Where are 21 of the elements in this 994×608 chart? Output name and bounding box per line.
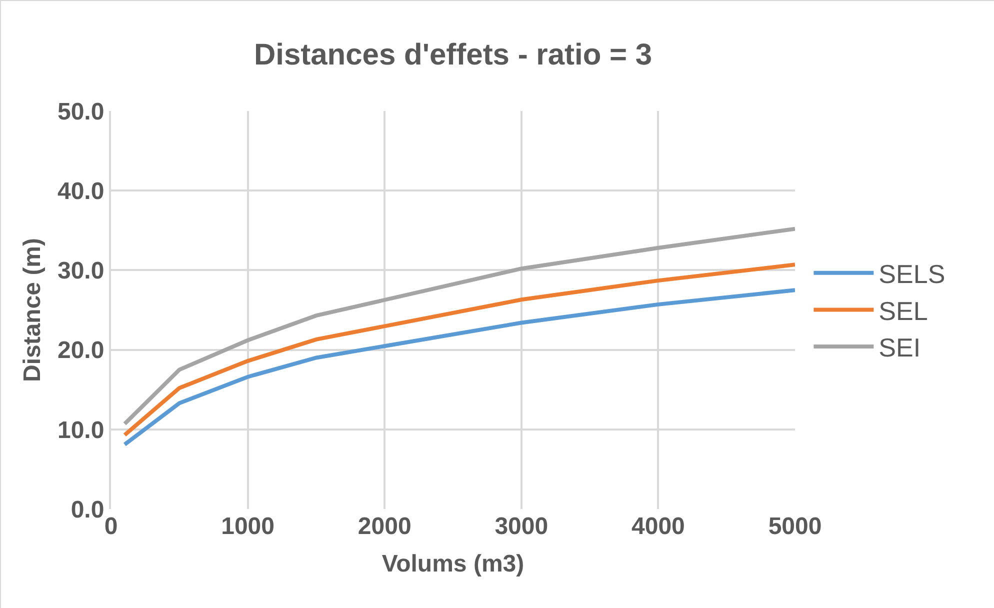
- line-series: [122, 262, 795, 437]
- x-tick-label: 4000: [632, 513, 685, 540]
- y-tick-label: 10.0: [57, 416, 104, 444]
- legend-label: SEL: [878, 296, 928, 326]
- y-tick-label: 20.0: [57, 337, 104, 364]
- line-series: [122, 288, 795, 447]
- chart-title: Distances d'effets - ratio = 3: [254, 38, 652, 72]
- x-tick-label: 5000: [768, 513, 822, 540]
- y-axis-title: Distance (m): [19, 238, 46, 382]
- x-tick-label: 1000: [221, 513, 274, 540]
- x-tick-label: 3000: [494, 513, 548, 540]
- x-axis-title: Volums (m3): [382, 550, 524, 578]
- y-tick-label: 30.0: [57, 258, 104, 285]
- y-tick-label: 50.0: [57, 98, 104, 126]
- y-tick-label: 40.0: [57, 178, 104, 205]
- x-tick-label: 0: [104, 513, 118, 540]
- legend-label: SEI: [878, 332, 921, 363]
- line-series: [122, 226, 795, 426]
- y-tick-label: 0.0: [70, 496, 104, 524]
- x-tick-label: 2000: [358, 513, 412, 540]
- legend-label: SELS: [878, 259, 946, 290]
